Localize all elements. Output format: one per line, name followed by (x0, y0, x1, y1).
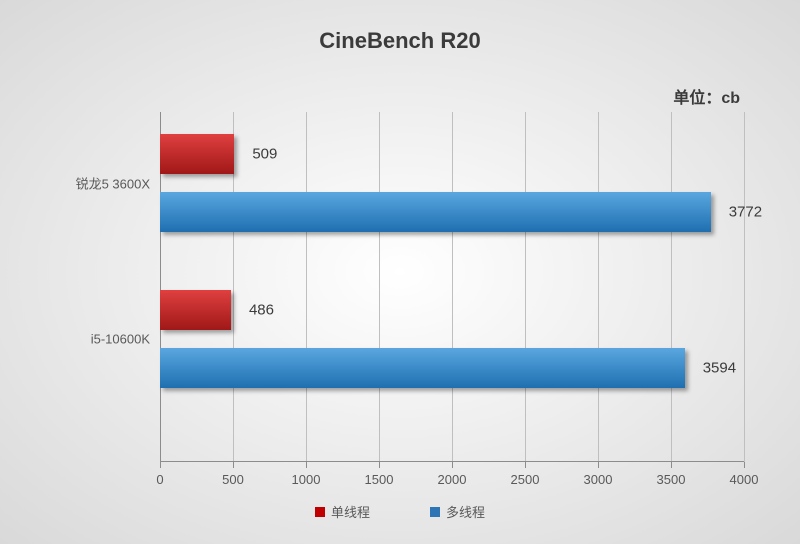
bar-value-label: 486 (249, 302, 274, 319)
category-label: i5-10600K (91, 332, 160, 347)
x-tick-label: 500 (222, 472, 244, 487)
x-tick-mark (598, 462, 599, 468)
gridline (598, 112, 599, 462)
x-tick-mark (306, 462, 307, 468)
x-tick-label: 3000 (584, 472, 613, 487)
gridline (306, 112, 307, 462)
x-tick-mark (452, 462, 453, 468)
x-axis-line (160, 461, 744, 462)
chart-title: CineBench R20 (0, 28, 800, 54)
plot-area: 05001000150020002500300035004000锐龙5 3600… (160, 112, 744, 462)
x-tick-mark (671, 462, 672, 468)
category-label: 锐龙5 3600X (76, 174, 160, 193)
legend-swatch-icon (430, 507, 440, 517)
x-tick-mark (379, 462, 380, 468)
bar (160, 348, 685, 388)
bar (160, 192, 711, 232)
x-tick-mark (160, 462, 161, 468)
x-tick-label: 2000 (438, 472, 467, 487)
gridline (379, 112, 380, 462)
bar (160, 134, 234, 174)
x-tick-mark (525, 462, 526, 468)
x-tick-label: 1000 (292, 472, 321, 487)
legend-label: 多线程 (446, 502, 485, 521)
x-tick-label: 1500 (365, 472, 394, 487)
x-tick-label: 0 (156, 472, 163, 487)
x-tick-label: 3500 (657, 472, 686, 487)
x-tick-mark (233, 462, 234, 468)
legend: 单线程 多线程 (0, 502, 800, 521)
gridline (452, 112, 453, 462)
legend-label: 单线程 (331, 502, 370, 521)
gridline (744, 112, 745, 462)
x-tick-label: 2500 (511, 472, 540, 487)
gridline (525, 112, 526, 462)
legend-item: 单线程 (315, 502, 370, 521)
bar (160, 290, 231, 330)
bar-value-label: 509 (252, 146, 277, 163)
legend-item: 多线程 (430, 502, 485, 521)
gridline (671, 112, 672, 462)
x-tick-mark (744, 462, 745, 468)
unit-label: 单位：cb (673, 84, 740, 108)
legend-swatch-icon (315, 507, 325, 517)
bar-value-label: 3772 (729, 204, 762, 221)
bar-value-label: 3594 (703, 360, 736, 377)
x-tick-label: 4000 (730, 472, 759, 487)
chart-container: CineBench R20 单位：cb 05001000150020002500… (0, 0, 800, 544)
